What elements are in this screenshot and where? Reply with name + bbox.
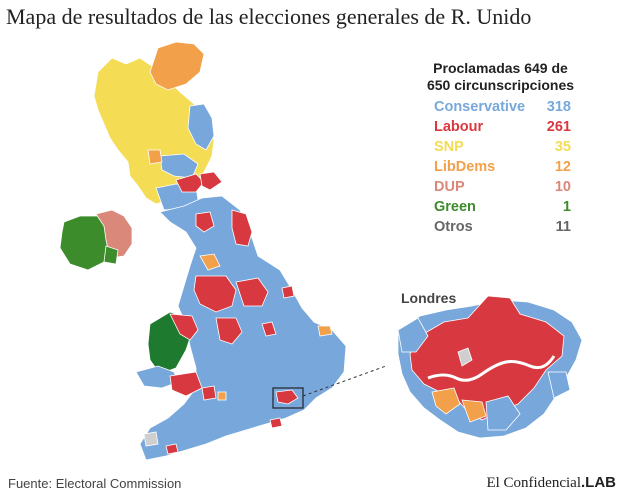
- scotland-labour-edinburgh[interactable]: [199, 171, 223, 191]
- legend-party-seats: 261: [546, 119, 571, 135]
- legend-party-name: Otros: [434, 219, 473, 235]
- england-labour-brighton[interactable]: [269, 417, 283, 429]
- leader-line: [302, 365, 387, 397]
- legend-row: SNP 35: [418, 137, 583, 157]
- legend-table: Conservative 318 Labour 261 SNP 35 LibDems 12 DU…: [418, 97, 583, 237]
- northern-ireland-region: [59, 209, 133, 271]
- england-labour-north-west[interactable]: [193, 275, 237, 313]
- legend-party-seats: 10: [554, 179, 571, 195]
- england-labour-yorkshire[interactable]: [235, 277, 269, 307]
- legend-party-name: Green: [434, 199, 476, 215]
- london-libdem-south-west[interactable]: [431, 387, 461, 415]
- london-inset: [397, 295, 583, 439]
- england-labour-london-area[interactable]: [275, 389, 299, 405]
- brand-logo[interactable]: El Confidencial.LAB: [486, 474, 616, 492]
- legend-party-seats: 35: [554, 139, 571, 155]
- england-labour-midlands[interactable]: [215, 317, 243, 345]
- england-libdem-lakes[interactable]: [199, 253, 221, 271]
- england-labour-plymouth[interactable]: [165, 443, 179, 455]
- wales-region: [135, 311, 203, 397]
- brand-serif: El Confidencial: [486, 475, 581, 491]
- england-labour-north-east[interactable]: [231, 209, 253, 247]
- london-speaker[interactable]: [457, 347, 473, 367]
- london-conservative-east[interactable]: [547, 371, 571, 399]
- legend-party-seats: 1: [562, 199, 571, 215]
- ni-green-south[interactable]: [103, 245, 119, 265]
- wales-labour-south[interactable]: [169, 371, 203, 397]
- legend-party-name: DUP: [434, 179, 465, 195]
- scotland-labour-east[interactable]: [175, 173, 205, 193]
- scotland-region: [93, 41, 223, 211]
- legend-row: DUP 10: [418, 177, 583, 197]
- map-title: Mapa de resultados de las elecciones gen…: [6, 4, 532, 29]
- brand-bold: .LAB: [581, 474, 616, 491]
- legend-heading: Proclamadas 649 de 650 circunscripciones: [418, 60, 583, 94]
- england-speaker-cornwall[interactable]: [143, 431, 159, 447]
- source-note: Fuente: Electoral Commission: [8, 476, 182, 491]
- river-thames: [427, 355, 556, 382]
- england-labour-cumbria[interactable]: [195, 211, 215, 233]
- london-conservative-south[interactable]: [485, 395, 521, 431]
- ni-dup-east[interactable]: [95, 209, 133, 259]
- legend-party-seats: 11: [555, 219, 571, 235]
- legend-party-name: Conservative: [434, 99, 526, 115]
- legend-row: Green 1: [418, 197, 583, 217]
- legend-heading-line2: 650 circunscripciones: [426, 77, 575, 93]
- legend-row: LibDems 12: [418, 157, 583, 177]
- england-libdem-cambridge[interactable]: [317, 325, 333, 337]
- england-region: [139, 195, 347, 461]
- legend-party-seats: 318: [546, 99, 571, 115]
- england-labour-leicester[interactable]: [261, 321, 277, 337]
- london-conservative-west[interactable]: [397, 317, 429, 353]
- legend-party-name: SNP: [434, 139, 464, 155]
- legend-party-seats: 12: [554, 159, 571, 175]
- scotland-conservative-north-east[interactable]: [187, 103, 215, 151]
- scotland-libdem-highlands[interactable]: [149, 41, 205, 91]
- legend-heading-line1: Proclamadas 649 de: [433, 60, 568, 76]
- legend-row: Labour 261: [418, 117, 583, 137]
- england-labour-bristol[interactable]: [201, 385, 217, 401]
- england-libdem-bath[interactable]: [217, 391, 227, 401]
- legend-party-name: LibDems: [434, 159, 496, 175]
- scotland-libdem-central[interactable]: [147, 149, 163, 165]
- london-label: Londres: [401, 290, 457, 306]
- england-labour-hull[interactable]: [281, 285, 295, 299]
- london-libdem-south[interactable]: [461, 399, 487, 423]
- legend-row: Conservative 318: [418, 97, 583, 117]
- legend-party-name: Labour: [434, 119, 484, 135]
- legend: Proclamadas 649 de 650 circunscripciones…: [418, 60, 583, 237]
- legend-row: Otros 11: [418, 217, 583, 237]
- wales-labour-north[interactable]: [169, 313, 199, 341]
- london-highlight-box[interactable]: [272, 387, 304, 409]
